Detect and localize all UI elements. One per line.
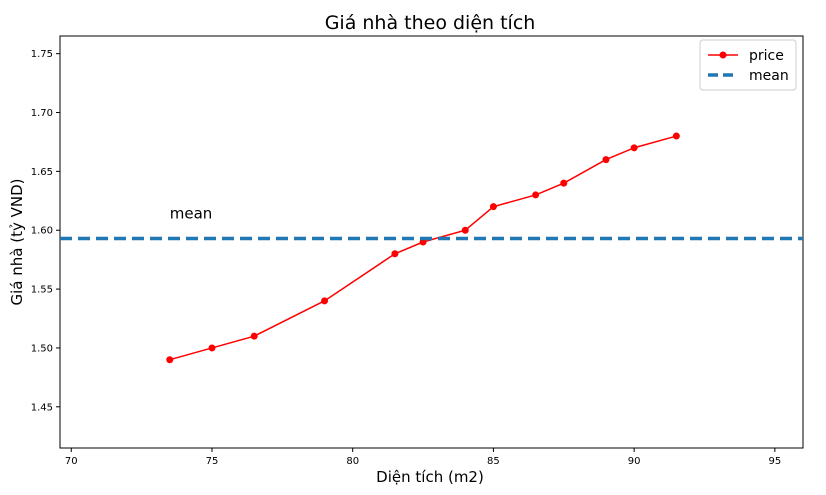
price-line xyxy=(169,135,677,361)
y-tick-label: 1.50 xyxy=(31,343,53,354)
y-tick-label: 1.70 xyxy=(31,108,53,119)
x-tick-label: 80 xyxy=(346,456,359,467)
x-tick-label: 75 xyxy=(206,456,219,467)
legend-price-marker xyxy=(719,51,727,59)
price-point xyxy=(391,250,399,258)
mean-annotation: mean xyxy=(170,204,213,222)
price-point xyxy=(602,156,610,164)
price-point xyxy=(532,191,540,199)
price-point xyxy=(630,144,638,152)
y-tick-label: 1.55 xyxy=(31,285,53,296)
y-tick-label: 1.75 xyxy=(31,49,53,60)
y-tick-label: 1.60 xyxy=(31,226,53,237)
price-point xyxy=(419,238,427,246)
x-tick-label: 95 xyxy=(768,456,781,467)
price-point xyxy=(321,297,329,305)
price-point xyxy=(461,226,469,234)
price-point xyxy=(560,179,568,187)
legend-mean-label: mean xyxy=(749,68,789,84)
y-tick-label: 1.65 xyxy=(31,167,53,178)
price-point xyxy=(489,203,497,211)
x-tick-label: 85 xyxy=(487,456,500,467)
price-point xyxy=(250,332,258,340)
x-axis-label: Diện tích (m2) xyxy=(376,468,484,486)
x-axis: 70 75 80 85 90 95 xyxy=(65,448,781,467)
legend: price mean xyxy=(699,39,797,91)
legend-price-label: price xyxy=(749,48,784,64)
series-layer xyxy=(60,132,803,364)
chart-title: Giá nhà theo diện tích xyxy=(325,12,536,34)
plot-area xyxy=(59,35,804,449)
price-point xyxy=(166,356,174,364)
x-tick-label: 70 xyxy=(65,456,78,467)
x-tick-label: 90 xyxy=(628,456,641,467)
price-point xyxy=(672,132,680,140)
y-tick-label: 1.45 xyxy=(31,402,53,413)
price-point xyxy=(208,344,216,352)
y-axis: 1.45 1.50 1.55 1.60 1.65 1.70 1.75 xyxy=(31,49,60,413)
y-axis-label: Giá nhà (tỷ VND) xyxy=(8,179,26,306)
